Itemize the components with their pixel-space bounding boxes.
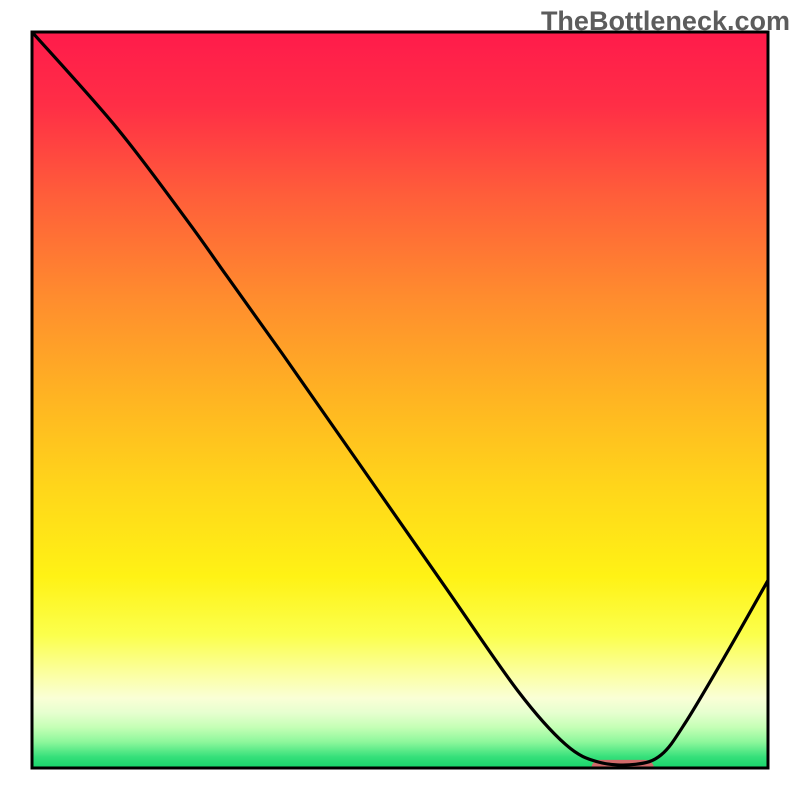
bottleneck-chart: [0, 0, 800, 800]
chart-container: TheBottleneck.com: [0, 0, 800, 800]
watermark-text: TheBottleneck.com: [541, 6, 790, 37]
gradient-background: [32, 32, 768, 768]
